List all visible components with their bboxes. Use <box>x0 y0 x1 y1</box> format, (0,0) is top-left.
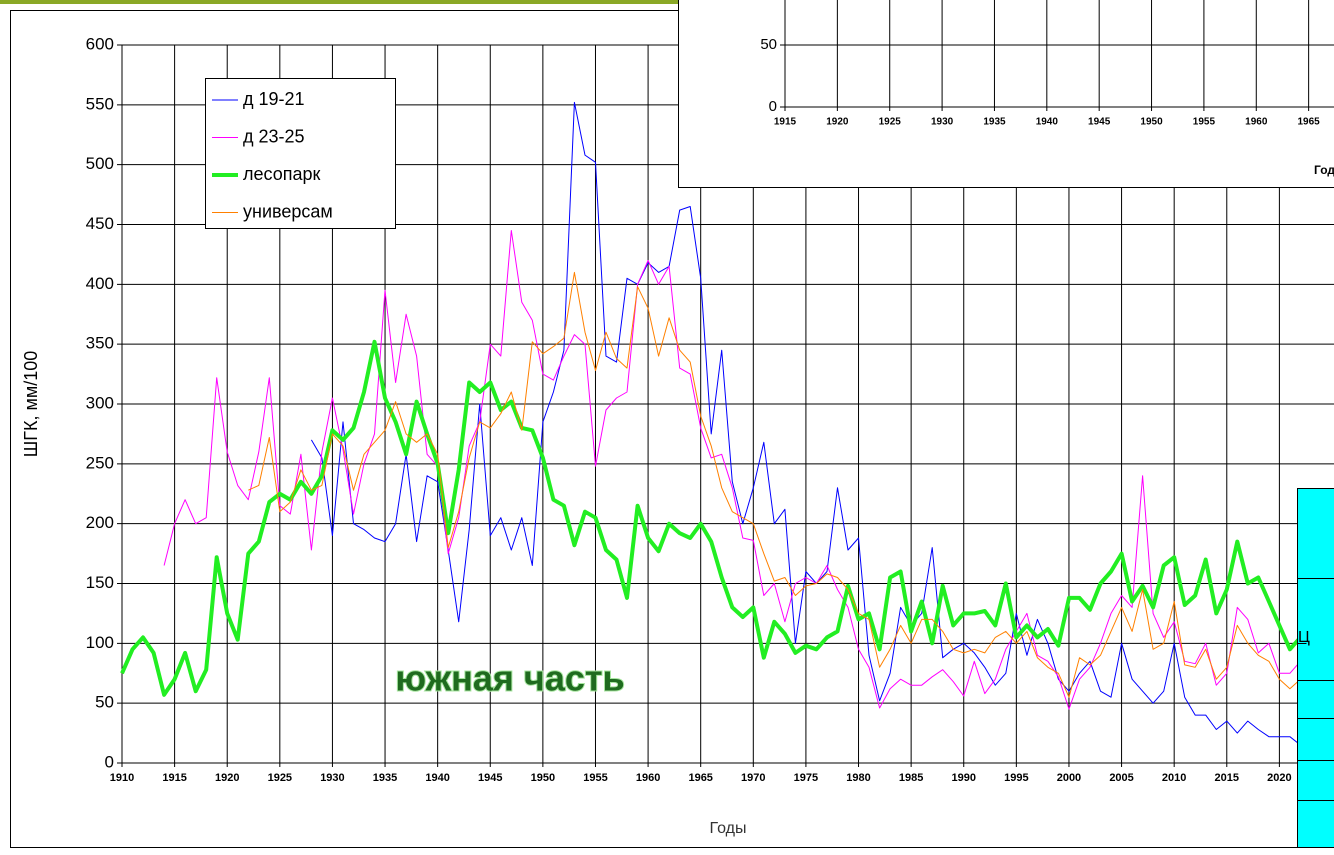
y-tick-label: 150 <box>86 573 114 592</box>
y-tick-label: 350 <box>86 334 114 353</box>
y-axis-label: ШГК, мм/100 <box>21 351 41 458</box>
legend-label: д 23-25 <box>243 126 305 146</box>
series-line <box>248 272 1300 697</box>
inset-x-axis-label: Годы <box>1314 163 1334 177</box>
x-tick-label: 1980 <box>846 772 870 784</box>
x-tick-label: 1925 <box>879 117 902 128</box>
y-tick-label: 100 <box>86 633 114 652</box>
y-tick-label: 450 <box>86 214 114 233</box>
x-tick-label: 1965 <box>1298 117 1321 128</box>
y-tick-label: 400 <box>86 274 114 293</box>
x-tick-label: 1920 <box>215 772 239 784</box>
x-axis-label: Годы <box>710 820 747 837</box>
x-tick-label: 1945 <box>478 772 502 784</box>
x-tick-label: 2010 <box>1162 772 1186 784</box>
x-tick-label: 1910 <box>110 772 134 784</box>
x-tick-label: 1950 <box>531 772 555 784</box>
x-tick-label: 1975 <box>794 772 818 784</box>
legend-label: лесопарк <box>243 164 320 184</box>
y-tick-label: 50 <box>95 693 114 712</box>
x-tick-label: 1955 <box>583 772 607 784</box>
x-tick-label: 2000 <box>1057 772 1081 784</box>
x-tick-label: 1945 <box>1088 117 1111 128</box>
x-tick-label: 1925 <box>268 772 292 784</box>
x-tick-label: 1935 <box>373 772 397 784</box>
x-tick-label: 1950 <box>1140 117 1163 128</box>
x-tick-label: 2005 <box>1109 772 1133 784</box>
x-tick-label: 1965 <box>688 772 712 784</box>
x-tick-label: 1960 <box>1245 117 1268 128</box>
x-tick-label: 1985 <box>899 772 923 784</box>
y-tick-label: 50 <box>760 36 777 53</box>
x-tick-label: 1960 <box>636 772 660 784</box>
legend-label: д 19-21 <box>243 89 305 109</box>
y-tick-label: 600 <box>86 34 114 53</box>
y-tick-label: 250 <box>86 453 114 472</box>
table-row <box>1298 489 1334 579</box>
x-tick-label: 1970 <box>741 772 765 784</box>
x-tick-label: 1990 <box>951 772 975 784</box>
legend-label: универсам <box>243 201 333 221</box>
x-tick-label: 2020 <box>1267 772 1291 784</box>
x-tick-label: 1940 <box>1036 117 1059 128</box>
table: Ц <box>1297 488 1334 848</box>
x-tick-label: 1930 <box>320 772 344 784</box>
y-tick-label: 300 <box>86 393 114 412</box>
inset-chart: Годы 0 50 1915 1920 1925 1930 1935 1940 1945 1950… <box>678 0 1334 190</box>
y-tick-label: 550 <box>86 94 114 113</box>
x-tick-label: 1915 <box>774 117 797 128</box>
x-tick-label: 1955 <box>1193 117 1216 128</box>
y-tick-label: 0 <box>769 98 777 115</box>
x-tick-label: 1940 <box>425 772 449 784</box>
x-tick-label: 2015 <box>1215 772 1239 784</box>
y-tick-label: 200 <box>86 513 114 532</box>
inset-frame <box>679 0 1334 188</box>
table-row <box>1298 761 1334 801</box>
series-line <box>122 342 1300 695</box>
table-row <box>1298 681 1334 719</box>
series-line <box>164 231 1300 710</box>
table-row <box>1298 719 1334 761</box>
annotation: южная часть <box>395 658 624 699</box>
y-tick-label: 0 <box>105 752 114 771</box>
x-tick-label: 1935 <box>983 117 1006 128</box>
y-tick-label: 500 <box>86 154 114 173</box>
x-tick-label: 1930 <box>931 117 954 128</box>
top-bar <box>0 0 678 4</box>
x-tick-label: 1995 <box>1004 772 1028 784</box>
table-cell: Ц <box>1298 579 1334 681</box>
x-tick-label: 1920 <box>826 117 849 128</box>
x-tick-label: 1915 <box>162 772 186 784</box>
